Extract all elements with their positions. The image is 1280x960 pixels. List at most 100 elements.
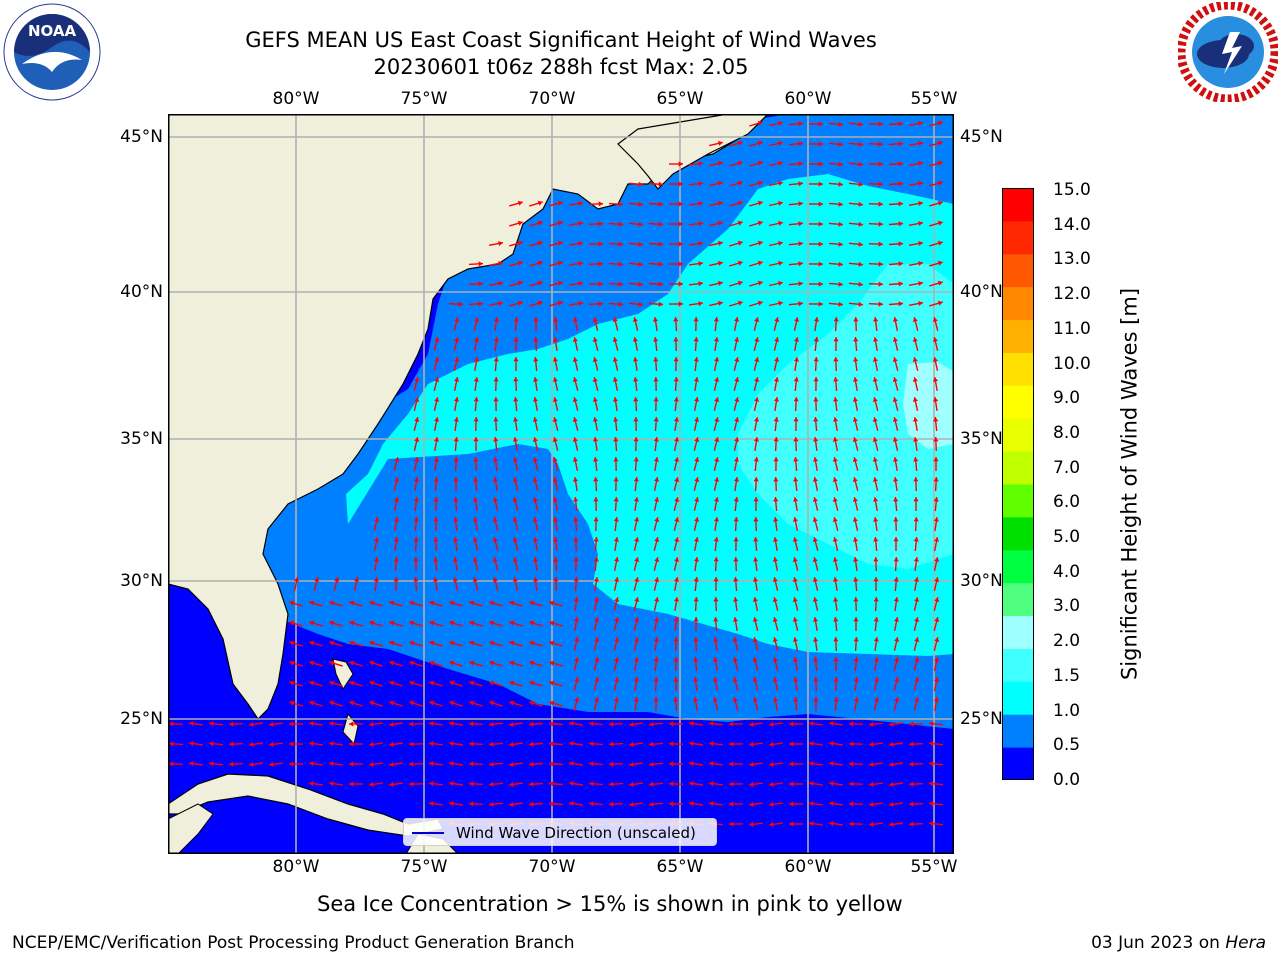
wave-arrow-head bbox=[209, 721, 214, 727]
wave-arrow-head bbox=[778, 200, 783, 206]
wave-arrow-head bbox=[858, 261, 863, 267]
wave-arrow-head bbox=[654, 557, 660, 562]
wave-arrow-head bbox=[898, 261, 903, 267]
wave-arrow-head bbox=[873, 517, 879, 522]
wave-arrow-head bbox=[853, 317, 859, 322]
wave-arrow-head bbox=[249, 761, 254, 767]
wave-arrow-head bbox=[853, 617, 859, 622]
wave-arrow-head bbox=[678, 181, 683, 187]
wave-arrow-head bbox=[413, 537, 419, 542]
wave-arrow-head bbox=[449, 640, 455, 646]
wave-arrow-head bbox=[473, 377, 479, 382]
chart-title: GEFS MEAN US East Coast Significant Heig… bbox=[245, 28, 877, 52]
wave-arrow-head bbox=[594, 697, 600, 702]
colorbar-tick: 7.0 bbox=[1053, 457, 1081, 478]
wave-arrow-head bbox=[889, 721, 894, 727]
lat-tick-right: 30°N bbox=[960, 571, 1003, 591]
wave-arrow-head bbox=[889, 781, 894, 787]
wave-arrow-head bbox=[858, 141, 863, 147]
wave-arrow-head bbox=[638, 281, 643, 287]
wave-arrow-head bbox=[813, 697, 819, 702]
wave-arrow-head bbox=[852, 457, 858, 462]
wave-arrow-head bbox=[698, 241, 703, 247]
wave-arrow-head bbox=[733, 597, 739, 602]
wave-arrow-head bbox=[878, 221, 883, 227]
wave-arrow-head bbox=[833, 357, 839, 362]
colorbar-segment bbox=[1002, 385, 1034, 419]
wave-arrow-head bbox=[714, 377, 720, 382]
wave-arrow-head bbox=[689, 781, 694, 787]
wave-arrow-head bbox=[892, 417, 898, 422]
wave-arrow-head bbox=[349, 700, 355, 706]
wave-arrow-head bbox=[634, 517, 640, 522]
colorbar-tick: 1.0 bbox=[1053, 700, 1081, 721]
wave-arrow-head bbox=[858, 241, 863, 247]
wave-arrow-head bbox=[553, 517, 559, 522]
wave-arrow-head bbox=[918, 161, 923, 166]
colorbar-segment bbox=[1002, 615, 1034, 649]
wave-arrow-head bbox=[349, 721, 354, 727]
wave-arrow-head bbox=[913, 517, 919, 522]
wave-arrow-head bbox=[813, 357, 819, 362]
wave-arrow-head bbox=[393, 557, 399, 562]
wave-arrow-head bbox=[369, 700, 375, 706]
wave-arrow-head bbox=[869, 781, 874, 787]
wave-arrow-head bbox=[918, 241, 923, 246]
wave-arrow-head bbox=[769, 821, 774, 827]
wave-arrow-head bbox=[509, 680, 515, 686]
wave-arrow-head bbox=[898, 181, 903, 187]
wave-arrow-head bbox=[789, 821, 794, 827]
wave-arrow-head bbox=[349, 680, 355, 686]
wave-arrow-head bbox=[458, 301, 463, 307]
wave-arrow-head bbox=[309, 600, 315, 606]
wave-arrow-head bbox=[493, 417, 499, 422]
wave-arrow-head bbox=[757, 200, 763, 206]
wave-arrow-head bbox=[289, 700, 295, 706]
wave-arrow-head bbox=[578, 261, 583, 267]
wave-arrow-head bbox=[409, 781, 414, 787]
wave-arrow-head bbox=[473, 517, 478, 522]
wave-arrow-head bbox=[833, 337, 839, 342]
wave-arrow-head bbox=[572, 437, 578, 442]
wave-arrow-head bbox=[713, 637, 719, 642]
wave-arrow-head bbox=[489, 801, 494, 807]
wave-arrow-head bbox=[714, 437, 720, 442]
colorbar-tick: 9.0 bbox=[1053, 388, 1081, 409]
wave-arrow-head bbox=[813, 637, 819, 642]
wave-arrow-head bbox=[329, 680, 335, 686]
wave-arrow-head bbox=[733, 517, 739, 522]
wave-arrow-head bbox=[812, 577, 818, 582]
wave-arrow-head bbox=[289, 761, 294, 767]
wave-arrow-head bbox=[929, 721, 934, 727]
wave-arrow-head bbox=[453, 557, 458, 562]
wave-arrow-head bbox=[633, 477, 639, 482]
wave-arrow-head bbox=[309, 700, 315, 706]
wave-arrow-head bbox=[653, 357, 659, 362]
wave-arrow-head bbox=[937, 160, 943, 166]
wave-arrow-head bbox=[552, 477, 558, 482]
wave-arrow-head bbox=[549, 700, 555, 706]
wave-arrow-head bbox=[918, 221, 923, 226]
wave-arrow-head bbox=[558, 220, 563, 226]
wave-arrow-head bbox=[472, 577, 478, 582]
wave-arrow-head bbox=[553, 337, 559, 342]
colorbar-tick: 10.0 bbox=[1053, 353, 1091, 374]
wave-arrow-head bbox=[493, 377, 499, 382]
wave-arrow-head bbox=[414, 397, 420, 402]
wave-arrow-head bbox=[609, 781, 614, 787]
wave-arrow-head bbox=[793, 697, 799, 702]
wave-arrow-head bbox=[852, 477, 858, 482]
wave-arrow-head bbox=[653, 637, 659, 642]
wave-arrow-head bbox=[598, 281, 603, 287]
wave-arrow-head bbox=[874, 697, 880, 702]
wave-arrow-head bbox=[674, 557, 680, 562]
wave-arrow-head bbox=[898, 301, 903, 307]
wave-arrow-head bbox=[874, 677, 880, 682]
wave-arrow-head bbox=[509, 741, 514, 747]
wave-arrow-head bbox=[453, 537, 459, 542]
wave-arrow-head bbox=[933, 457, 939, 462]
footer-host: Hera bbox=[1225, 933, 1266, 953]
wave-arrow-head bbox=[409, 741, 414, 747]
lon-tick-bottom: 60°W bbox=[784, 857, 832, 877]
wave-arrow-head bbox=[429, 781, 434, 787]
